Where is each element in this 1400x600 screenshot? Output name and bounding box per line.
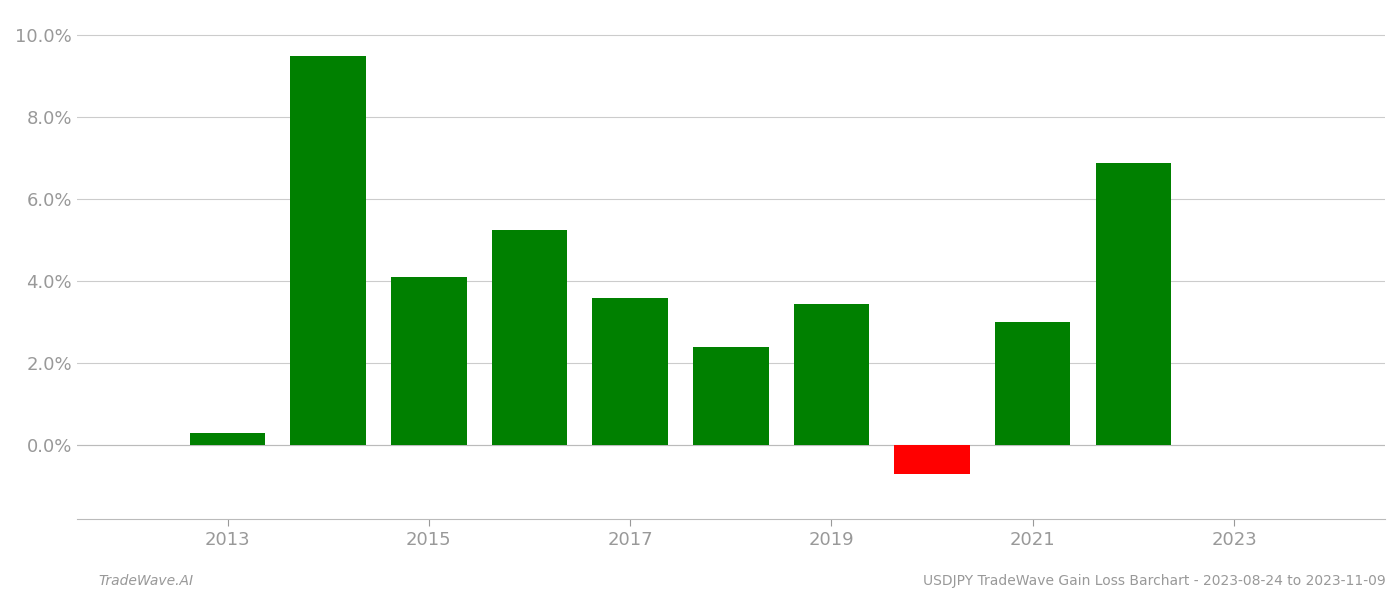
Bar	[995, 322, 1071, 445]
Text: USDJPY TradeWave Gain Loss Barchart - 2023-08-24 to 2023-11-09: USDJPY TradeWave Gain Loss Barchart - 20…	[923, 574, 1386, 588]
Bar	[592, 298, 668, 445]
Bar	[895, 445, 970, 474]
Bar	[794, 304, 869, 445]
Bar	[693, 347, 769, 445]
Bar	[391, 277, 466, 445]
Text: TradeWave.AI: TradeWave.AI	[98, 574, 193, 588]
Bar	[1096, 163, 1172, 445]
Bar	[290, 56, 365, 445]
Bar	[190, 433, 266, 445]
Bar	[491, 230, 567, 445]
